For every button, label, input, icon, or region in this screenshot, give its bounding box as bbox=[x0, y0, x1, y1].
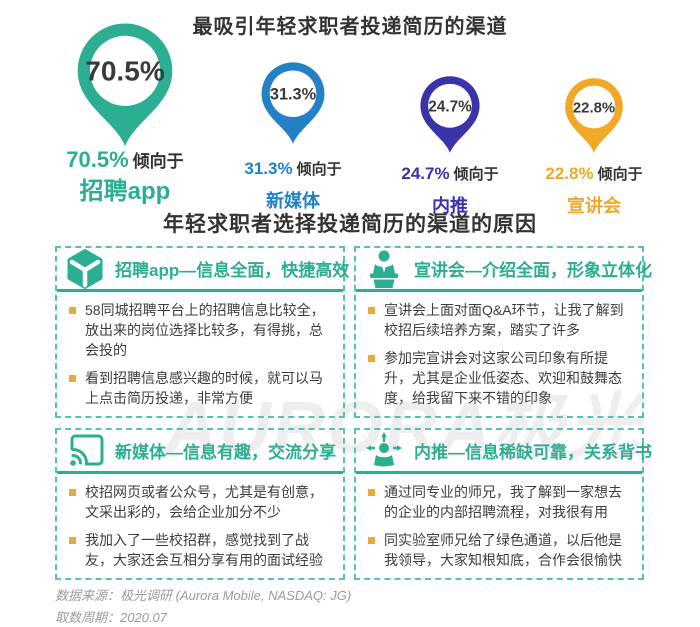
pin-value-label: 24.7% bbox=[428, 98, 472, 115]
card-header: 宣讲会—介绍全面，形象立体化 bbox=[356, 248, 652, 292]
pin-group-new-media: 31.3% 31.3% 倾向于 新媒体 bbox=[218, 60, 368, 214]
reason-title: 宣讲会—介绍全面，形象立体化 bbox=[414, 261, 652, 280]
bullet-text: 校招网页或者公众号，尤其是有创意，文采出彩的，会给企业加分不少 bbox=[85, 484, 323, 520]
bullet-square-icon bbox=[368, 307, 375, 314]
bullet-square-icon bbox=[368, 537, 375, 544]
bullet-text: 宣讲会上面对面Q&A环节，让我了解到校招后续培养方案，踏实了许多 bbox=[384, 302, 624, 338]
channel-name: 宣讲会 bbox=[567, 196, 621, 216]
reasons-section-title: 年轻求职者选择投递简历的渠道的原因 bbox=[163, 213, 537, 236]
pin-percentage: 24.7% bbox=[401, 164, 450, 183]
card-body: 宣讲会上面对面Q&A环节，让我了解到校招后续培养方案，踏实了许多 参加完宣讲会对… bbox=[356, 292, 642, 416]
bullet-text: 同实验室师兄给了绿色通道，以后他是我领导，大家知根知底，合作会很愉快 bbox=[384, 532, 622, 568]
card-header: 内推—信息稀缺可靠，关系背书 bbox=[356, 430, 652, 474]
pin-percentage: 70.5% bbox=[66, 147, 129, 172]
bullet-item: 看到招聘信息感兴趣的时候，就可以马上点击简历投递，非常方便 bbox=[69, 368, 331, 408]
pin-value-label: 31.3% bbox=[270, 86, 317, 104]
bullet-item: 我加入了一些校招群，感觉找到了战友，大家还会互相分享有用的面试经验 bbox=[69, 530, 331, 570]
pin-suffix: 倾向于 bbox=[597, 166, 643, 183]
reason-title: 招聘app—信息全面，快捷高效 bbox=[115, 261, 350, 280]
pin-value-label: 70.5% bbox=[85, 55, 165, 86]
bullet-text: 看到招聘信息感兴趣的时候，就可以马上点击简历投递，非常方便 bbox=[85, 370, 323, 406]
card-header: 新媒体—信息有趣，交流分享 bbox=[57, 430, 343, 474]
reasons-grid: 招聘app—信息全面，快捷高效 58同城招聘平台上的招聘信息比较全，放出来的岗位… bbox=[55, 246, 652, 580]
channels-chart-section: 最吸引年轻求职者投递简历的渠道 70.5% 70.5% 倾向于 招聘app 31.… bbox=[0, 0, 700, 216]
pin-percentage: 22.8% bbox=[545, 164, 594, 183]
bullet-item: 参加完宣讲会对这家公司印象有所提升，尤其是企业低姿态、欢迎和鼓舞态度，给我留下来… bbox=[368, 348, 630, 408]
data-period-note: 取数周期：2020.07 bbox=[55, 610, 167, 625]
card-body: 58同城招聘平台上的招聘信息比较全，放出来的岗位选择比较多，有得挑，总会投的 看… bbox=[57, 292, 343, 416]
data-source-note: 数据来源：极光调研 (Aurora Mobile, NASDAQ: JG) bbox=[55, 588, 352, 603]
pin-suffix: 倾向于 bbox=[296, 161, 342, 178]
pin-caption: 70.5% 倾向于 bbox=[50, 148, 200, 175]
bullet-item: 校招网页或者公众号，尤其是有创意，文采出彩的，会给企业加分不少 bbox=[69, 482, 331, 522]
channel-name: 招聘app bbox=[79, 178, 171, 205]
pin-suffix: 倾向于 bbox=[132, 152, 184, 171]
bullet-item: 58同城招聘平台上的招聘信息比较全，放出来的岗位选择比较多，有得挑，总会投的 bbox=[69, 300, 331, 360]
reason-card-recruiting-app: 招聘app—信息全面，快捷高效 58同城招聘平台上的招聘信息比较全，放出来的岗位… bbox=[55, 246, 349, 418]
pin-value-label: 22.8% bbox=[573, 99, 615, 116]
channel-name: 新媒体 bbox=[266, 191, 320, 211]
bullet-square-icon bbox=[69, 307, 76, 314]
pin-caption: 22.8% 倾向于 bbox=[519, 162, 669, 187]
bullet-text: 参加完宣讲会对这家公司印象有所提升，尤其是企业低姿态、欢迎和鼓舞态度，给我留下来… bbox=[384, 350, 622, 406]
pin-group-referral: 24.7% 24.7% 倾向于 内推 bbox=[375, 74, 525, 219]
reason-title: 新媒体—信息有趣，交流分享 bbox=[115, 443, 336, 462]
person-arrows-icon bbox=[366, 431, 402, 466]
card-body: 通过同专业的师兄，我了解到一家想去的企业的内部招聘流程，对我很有用 同实验室师兄… bbox=[356, 474, 642, 578]
map-pin-icon: 70.5% bbox=[77, 23, 173, 147]
bullet-item: 同实验室师兄给了绿色通道，以后他是我领导，大家知根知底，合作会很愉快 bbox=[368, 530, 630, 570]
bullet-text: 58同城招聘平台上的招聘信息比较全，放出来的岗位选择比较多，有得挑，总会投的 bbox=[85, 302, 325, 358]
bullet-text: 我加入了一些校招群，感觉找到了战友，大家还会互相分享有用的面试经验 bbox=[85, 532, 323, 568]
pin-suffix: 倾向于 bbox=[453, 166, 499, 183]
pin-percentage: 31.3% bbox=[244, 159, 293, 178]
bullet-item: 通过同专业的师兄，我了解到一家想去的企业的内部招聘流程，对我很有用 bbox=[368, 482, 630, 522]
reason-card-referral: 内推—信息稀缺可靠，关系背书 通过同专业的师兄，我了解到一家想去的企业的内部招聘… bbox=[354, 428, 652, 580]
map-pin-icon: 31.3% bbox=[261, 62, 325, 144]
pin-group-info-session: 22.8% 22.8% 倾向于 宣讲会 bbox=[519, 76, 669, 219]
reason-card-new-media: 新媒体—信息有趣，交流分享 校招网页或者公众号，尤其是有创意，文采出彩的，会给企… bbox=[55, 428, 345, 580]
cube-y-icon bbox=[67, 248, 103, 289]
pin-caption: 31.3% 倾向于 bbox=[218, 157, 368, 182]
map-pin-icon: 22.8% bbox=[565, 78, 623, 153]
screen-broadcast-icon bbox=[65, 434, 104, 471]
bullet-square-icon bbox=[368, 355, 375, 362]
bullet-square-icon bbox=[69, 489, 76, 496]
page-title: 最吸引年轻求职者投递简历的渠道 bbox=[192, 16, 508, 38]
bullet-text: 通过同专业的师兄，我了解到一家想去的企业的内部招聘流程，对我很有用 bbox=[384, 484, 622, 520]
card-body: 校招网页或者公众号，尤其是有创意，文采出彩的，会给企业加分不少 我加入了一些校招… bbox=[57, 474, 343, 578]
channel-name: 内推 bbox=[432, 196, 468, 216]
card-header: 招聘app—信息全面，快捷高效 bbox=[57, 248, 349, 292]
bullet-item: 宣讲会上面对面Q&A环节，让我了解到校招后续培养方案，踏实了许多 bbox=[368, 300, 630, 340]
bullet-square-icon bbox=[368, 489, 375, 496]
reason-card-info-session: 宣讲会—介绍全面，形象立体化 宣讲会上面对面Q&A环节，让我了解到校招后续培养方… bbox=[354, 246, 652, 418]
pin-caption: 24.7% 倾向于 bbox=[375, 162, 525, 187]
map-pin-icon: 24.7% bbox=[420, 76, 480, 153]
reason-title: 内推—信息稀缺可靠，关系背书 bbox=[414, 443, 652, 462]
presenter-podium-icon bbox=[370, 250, 398, 288]
bullet-square-icon bbox=[69, 537, 76, 544]
pin-group-recruiting-app: 70.5% 70.5% 倾向于 招聘app bbox=[50, 20, 200, 205]
bullet-square-icon bbox=[69, 375, 76, 382]
